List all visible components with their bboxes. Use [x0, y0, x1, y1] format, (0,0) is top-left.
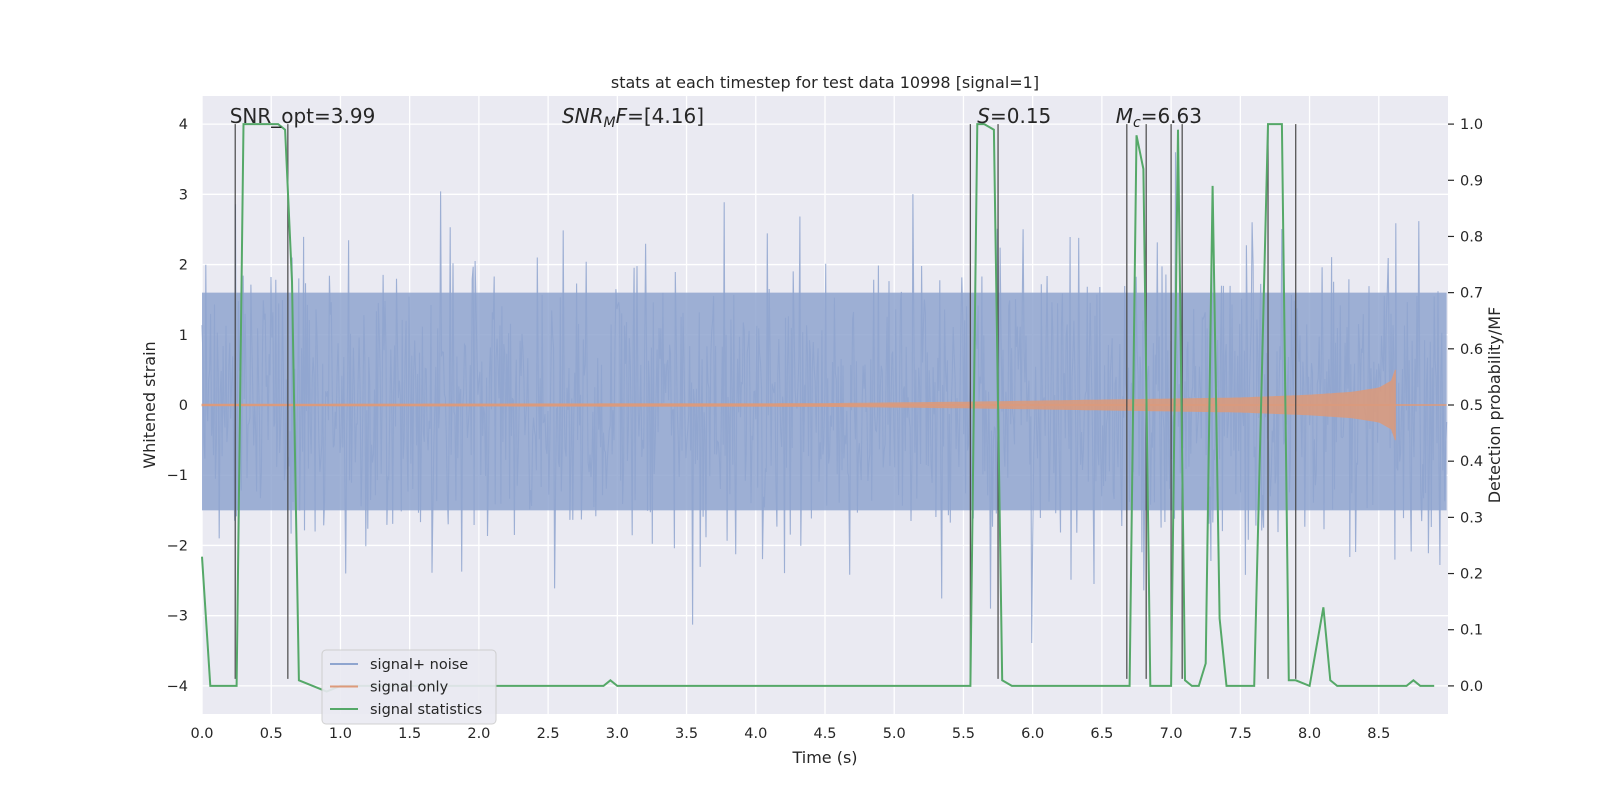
- chart-title: stats at each timestep for test data 109…: [611, 73, 1039, 92]
- y2-tick-label-4: 0.4: [1460, 454, 1483, 470]
- signal-only-series: [201, 369, 1447, 441]
- x-tick-label-12: 6.0: [1021, 726, 1044, 742]
- x-tick-label-16: 8.0: [1298, 726, 1321, 742]
- x-tick-label-9: 4.5: [813, 726, 836, 742]
- x-tick-label-5: 2.5: [537, 726, 560, 742]
- y-tick-label-5: 1: [179, 328, 188, 344]
- x-tick-label-8: 4.0: [744, 726, 767, 742]
- y-tick-label-6: 2: [179, 258, 188, 274]
- x-tick-label-14: 7.0: [1160, 726, 1183, 742]
- y2-tick-label-10: 1.0: [1460, 117, 1483, 133]
- y2-axis-ticks: 0.0 0.1 0.2 0.3 0.4 0.5 0.6 0.7 0.8 0.9 1.0: [1448, 117, 1483, 695]
- annotation-3: Mc=6.63: [1116, 104, 1202, 131]
- legend-label-0: signal+ noise: [370, 657, 468, 673]
- legend-label-2: signal statistics: [370, 702, 482, 718]
- annotation-0: SNR_opt=3.99: [230, 104, 376, 128]
- x-tick-label-11: 5.5: [952, 726, 975, 742]
- x-tick-label-17: 8.5: [1367, 726, 1390, 742]
- x-tick-label-6: 3.0: [606, 726, 629, 742]
- annotation-1: SNRMF=[4.16]: [562, 104, 704, 131]
- y-axis-ticks: −4 −3 −2 −1 0 1 2 3 4: [167, 117, 188, 695]
- y2-tick-label-6: 0.6: [1460, 342, 1483, 358]
- y-tick-label-2: −2: [167, 538, 188, 554]
- x-tick-label-4: 2.0: [467, 726, 490, 742]
- y2-tick-label-2: 0.2: [1460, 567, 1483, 583]
- legend-box: [321, 649, 497, 725]
- y-tick-label-3: −1: [167, 468, 188, 484]
- y2-tick-label-1: 0.1: [1460, 623, 1483, 639]
- y2-tick-label-0: 0.0: [1460, 679, 1483, 695]
- x-tick-label-7: 3.5: [675, 726, 698, 742]
- annotation-2: S=0.15: [977, 104, 1051, 128]
- y-tick-label-4: 0: [179, 398, 188, 414]
- y2-tick-label-7: 0.7: [1460, 286, 1483, 302]
- y2-tick-label-3: 0.3: [1460, 510, 1483, 526]
- y-tick-label-0: −4: [167, 679, 188, 695]
- annotations: SNR_opt=3.99 SNRMF=[4.16] S=0.15 Mc=6.63: [230, 104, 1202, 131]
- x-axis-label: Time (s): [791, 748, 857, 767]
- x-tick-label-2: 1.0: [329, 726, 352, 742]
- x-tick-label-0: 0.0: [190, 726, 213, 742]
- x-tick-label-10: 5.0: [883, 726, 906, 742]
- y2-axis-label: Detection probability/MF: [1485, 307, 1504, 504]
- y-tick-label-8: 4: [179, 117, 188, 133]
- y2-tick-label-9: 0.9: [1460, 173, 1483, 189]
- y-tick-label-7: 3: [179, 187, 188, 203]
- x-tick-label-13: 6.5: [1090, 726, 1113, 742]
- legend-label-1: signal only: [370, 680, 449, 696]
- y2-tick-label-8: 0.8: [1460, 229, 1483, 245]
- x-tick-label-3: 1.5: [398, 726, 421, 742]
- y-tick-label-1: −3: [167, 609, 188, 625]
- y-axis-label: Whitened strain: [140, 341, 159, 468]
- x-tick-label-1: 0.5: [260, 726, 283, 742]
- y2-tick-label-5: 0.5: [1460, 398, 1483, 414]
- legend: signal+ noise signal only signal statistic…: [321, 649, 497, 725]
- x-axis-ticks: 0.0 0.5 1.0 1.5 2.0 2.5 3.0 3.5 4.0 4.5 5.0 5.5 6.0 6…: [190, 726, 1390, 742]
- x-tick-label-15: 7.5: [1229, 726, 1252, 742]
